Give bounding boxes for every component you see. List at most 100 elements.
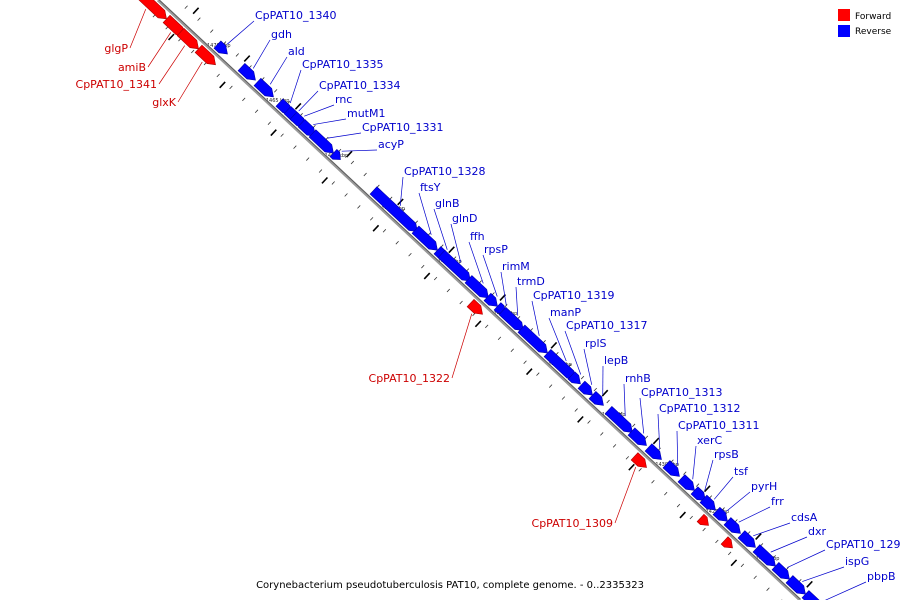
gene-arrow-cppat10-1313[interactable] bbox=[627, 427, 647, 446]
label-leader bbox=[657, 413, 661, 449]
gene-label-gdh[interactable]: gdh bbox=[271, 28, 292, 41]
gene-label-cppat10-1309[interactable]: CpPAT10_1309 bbox=[532, 517, 613, 530]
gene-arrow-cppat10-1312[interactable] bbox=[644, 443, 662, 460]
gene-arrow-fragment[interactable] bbox=[696, 513, 709, 526]
gene-arrow-cppat10-1331[interactable] bbox=[308, 129, 334, 154]
gene-label-ald[interactable]: ald bbox=[288, 45, 305, 58]
gene-label-trmd[interactable]: trmD bbox=[517, 275, 545, 288]
tick-mark bbox=[267, 121, 272, 125]
gene-arrow-lepb[interactable] bbox=[588, 391, 604, 406]
label-leader bbox=[713, 476, 734, 500]
major-tick-mark bbox=[423, 272, 431, 280]
gene-arrow-glgp[interactable] bbox=[131, 0, 167, 20]
major-tick-mark bbox=[294, 102, 302, 110]
gene-arrow-cdsa[interactable] bbox=[737, 530, 756, 548]
gene-label-ftsy[interactable]: ftsY bbox=[420, 181, 441, 194]
tick-mark bbox=[395, 240, 399, 245]
tick-mark bbox=[280, 133, 284, 137]
gene-arrow-cppat10-1322[interactable] bbox=[466, 298, 483, 315]
gene-label-amib[interactable]: amiB bbox=[118, 61, 146, 74]
tick-mark bbox=[357, 205, 361, 209]
gene-arrow-frr[interactable] bbox=[723, 517, 741, 534]
gene-label-pbpb[interactable]: pbpB bbox=[867, 570, 896, 583]
gene-arrow-ald[interactable] bbox=[253, 77, 274, 98]
gene-label-pyrh[interactable]: pyrH bbox=[751, 480, 777, 493]
gene-label-cppat10-1317[interactable]: CpPAT10_1317 bbox=[566, 319, 647, 332]
gene-label-rnc[interactable]: rnc bbox=[335, 93, 352, 106]
gene-label-cppat10-1313[interactable]: CpPAT10_1313 bbox=[641, 386, 722, 399]
gene-arrow-ftsy[interactable] bbox=[411, 225, 438, 251]
gene-arrow-ispg[interactable] bbox=[785, 575, 806, 595]
gene-arrow-cppat10-1319[interactable] bbox=[517, 324, 548, 354]
gene-label-lepb[interactable]: lepB bbox=[604, 354, 628, 367]
gene-arrow-trmd[interactable] bbox=[498, 306, 524, 331]
gene-arrow-acyp[interactable] bbox=[329, 148, 341, 160]
gene-label-rpsb[interactable]: rpsB bbox=[714, 448, 739, 461]
gene-arrow-glxk[interactable] bbox=[194, 44, 216, 66]
gene-label-xerc[interactable]: xerC bbox=[697, 434, 722, 447]
gene-arrow-tsf[interactable] bbox=[699, 494, 716, 511]
label-leader bbox=[433, 208, 448, 250]
gene-label-manp[interactable]: manP bbox=[550, 306, 581, 319]
gene-label-frr[interactable]: frr bbox=[771, 495, 784, 508]
gene-label-glxk[interactable]: glxK bbox=[152, 96, 177, 109]
label-leader bbox=[468, 241, 484, 284]
gene-arrow-fragment[interactable] bbox=[720, 536, 733, 549]
gene-label-ffh[interactable]: ffh bbox=[470, 230, 485, 243]
gene-label-cppat10-1328[interactable]: CpPAT10_1328 bbox=[404, 165, 485, 178]
label-leader bbox=[451, 313, 473, 379]
gene-label-rpsp[interactable]: rpsP bbox=[484, 243, 508, 256]
label-leader bbox=[639, 397, 645, 434]
label-leader bbox=[341, 149, 378, 152]
gene-label-tsf[interactable]: tsf bbox=[734, 465, 749, 478]
gene-arrow-cppat10-1298[interactable] bbox=[771, 562, 790, 580]
gene-label-rnhb[interactable]: rnhB bbox=[625, 372, 651, 385]
gene-arrow-glnd[interactable] bbox=[437, 249, 471, 282]
gene-label-cppat10-1311[interactable]: CpPAT10_1311 bbox=[678, 419, 759, 432]
gene-label-cppat10-1335[interactable]: CpPAT10_1335 bbox=[302, 58, 383, 71]
gene-label-glnd[interactable]: glnD bbox=[452, 212, 477, 225]
gene-arrow-rpls[interactable] bbox=[577, 380, 593, 396]
gene-arrow-ffh[interactable] bbox=[464, 275, 489, 299]
gene-label-cppat10-1312[interactable]: CpPAT10_1312 bbox=[659, 402, 740, 415]
label-leader bbox=[583, 348, 593, 385]
gene-arrow-rpsp[interactable] bbox=[483, 292, 498, 307]
gene-arrow-xerc[interactable] bbox=[677, 474, 695, 491]
gene-arrow-rnhb[interactable] bbox=[604, 405, 633, 433]
gene-arrow-pyrh[interactable] bbox=[712, 506, 728, 522]
gene-label-rimm[interactable]: rimM bbox=[502, 260, 530, 273]
tick-mark bbox=[766, 587, 770, 591]
tick-mark bbox=[459, 300, 463, 305]
gene-label-glnb[interactable]: glnB bbox=[435, 197, 460, 210]
tick-mark bbox=[350, 160, 355, 165]
gene-label-cppat10-1322[interactable]: CpPAT10_1322 bbox=[369, 372, 450, 385]
gene-arrow-cppat10-1317[interactable] bbox=[567, 371, 581, 385]
gene-label-acyp[interactable]: acyP bbox=[378, 138, 404, 151]
gene-label-rpls[interactable]: rplS bbox=[585, 337, 607, 350]
gene-arrow-cppat10-1328[interactable] bbox=[369, 186, 418, 232]
major-tick-mark bbox=[448, 246, 455, 254]
gene-label-cppat10-1340[interactable]: CpPAT10_1340 bbox=[255, 9, 336, 22]
gene-arrow-cppat10-1309[interactable] bbox=[630, 452, 647, 468]
gene-label-dxr[interactable]: dxr bbox=[808, 525, 826, 538]
gene-label-cppat10-1341[interactable]: CpPAT10_1341 bbox=[76, 78, 157, 91]
tick-mark bbox=[740, 563, 745, 568]
gene-arrow-rpsb[interactable] bbox=[690, 486, 706, 502]
gene-arrow-gdh[interactable] bbox=[237, 62, 256, 81]
gene-label-cdsa[interactable]: cdsA bbox=[791, 511, 818, 524]
gene-label-cppat10-1334[interactable]: CpPAT10_1334 bbox=[319, 79, 400, 92]
gene-label-ispg[interactable]: ispG bbox=[845, 555, 869, 568]
label-leader bbox=[450, 223, 462, 263]
gene-arrow-cppat10-1341[interactable] bbox=[176, 27, 199, 50]
gene-label-cppat10-1298[interactable]: CpPAT10_1298 bbox=[826, 538, 900, 551]
gene-arrow-dxr[interactable] bbox=[752, 544, 776, 567]
gene-label-glgp[interactable]: glgP bbox=[104, 42, 128, 55]
gene-label-cppat10-1331[interactable]: CpPAT10_1331 bbox=[362, 121, 443, 134]
scale-label: 1465 kbp bbox=[266, 98, 290, 104]
gene-arrow-cppat10-1311[interactable] bbox=[662, 460, 680, 477]
label-leader bbox=[614, 466, 637, 524]
gene-arrow-cppat10-1340[interactable] bbox=[213, 40, 228, 55]
gene-label-cppat10-1319[interactable]: CpPAT10_1319 bbox=[533, 289, 614, 302]
gene-label-mutm1[interactable]: mutM1 bbox=[347, 107, 386, 120]
gene-arrow-pbpb[interactable] bbox=[801, 590, 831, 600]
